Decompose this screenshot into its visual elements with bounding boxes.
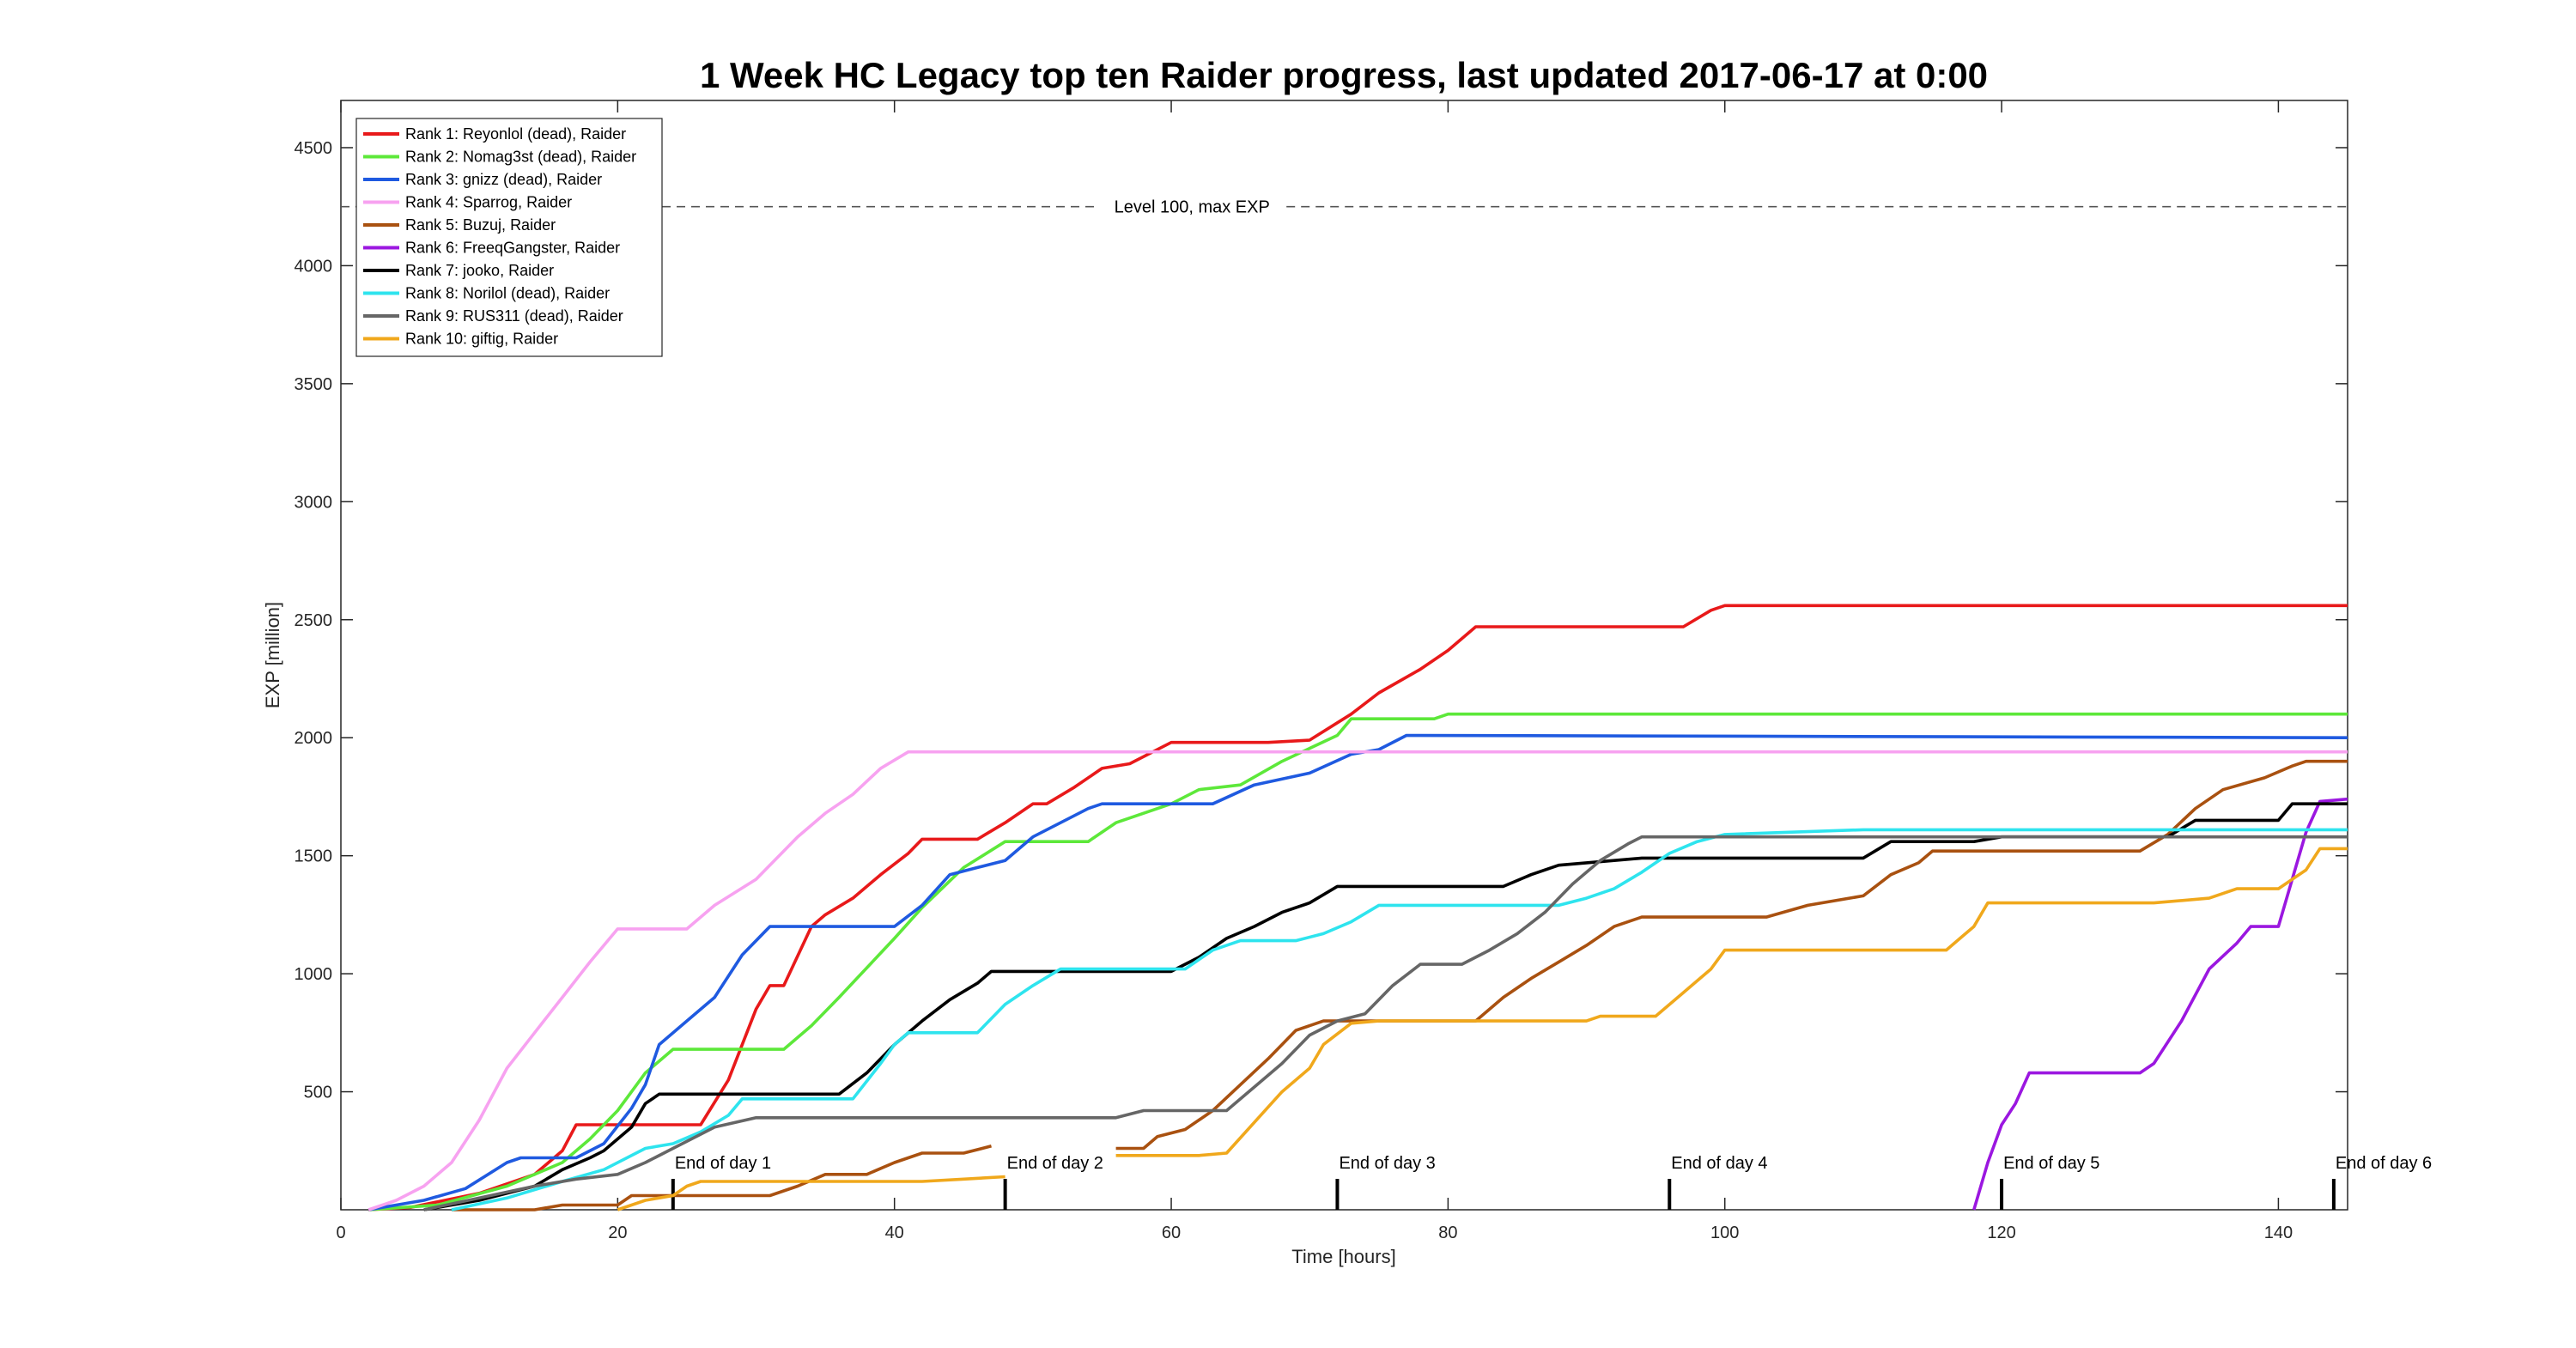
legend-entry: Rank 3: gnizz (dead), Raider (405, 171, 602, 188)
day-marker-label: End of day 2 (1007, 1154, 1103, 1173)
series-line (451, 759, 2348, 1211)
y-tick-label: 3000 (295, 493, 333, 512)
y-tick-label: 500 (304, 1084, 332, 1102)
series-lines (368, 604, 2348, 1211)
legend-entry: Rank 4: Sparrog, Raider (405, 194, 572, 211)
series-line (368, 733, 2348, 1211)
legend-box (355, 118, 663, 357)
legend-entry: Rank 5: Buzuj, Raider (405, 216, 556, 234)
axis-ticks: 0 20 40 60 80 100 120 140 500 1000 1500 2000 2500 300… (295, 100, 2348, 1242)
reference-lines: Level 100, max EXP End of day 1 End of day… (341, 198, 2432, 1210)
y-tick-label: 3500 (295, 375, 333, 394)
max-exp-label: Level 100, max EXP (1115, 198, 1270, 217)
chart-title: 1 Week HC Legacy top ten Raider progress… (700, 55, 1988, 95)
x-axis-label: Time [hours] (1291, 1246, 1395, 1267)
legend-entry: Rank 2: Nomag3st (dead), Raider (405, 149, 636, 166)
series-line (423, 835, 2348, 1211)
x-tick-label: 140 (2264, 1224, 2293, 1242)
plot-area (340, 100, 2348, 1211)
day-marker-label: End of day 3 (1339, 1154, 1435, 1173)
y-tick-label: 1500 (295, 847, 333, 866)
x-tick-label: 100 (1710, 1224, 1739, 1242)
legend: Rank 1: Reyonlol (dead), Raider Rank 2: N… (355, 118, 663, 357)
day-marker-label: End of day 1 (675, 1154, 771, 1173)
legend-entry: Rank 9: RUS311 (dead), Raider (405, 307, 623, 325)
y-tick-label: 4500 (295, 139, 333, 158)
day-marker-label: End of day 6 (2336, 1154, 2432, 1173)
series-line (1972, 797, 2348, 1211)
x-tick-label: 80 (1438, 1224, 1457, 1242)
y-tick-label: 2500 (295, 611, 333, 630)
y-axis-label: EXP [million] (262, 602, 283, 708)
day-marker-label: End of day 4 (1671, 1154, 1767, 1173)
day-marker-label: End of day 5 (2003, 1154, 2099, 1173)
series-line (617, 847, 2348, 1211)
x-tick-label: 120 (1987, 1224, 2015, 1242)
x-tick-label: 60 (1162, 1224, 1181, 1242)
y-tick-label: 4000 (295, 257, 333, 276)
legend-entry: Rank 6: FreeqGangster, Raider (405, 240, 620, 257)
series-line (423, 802, 2348, 1211)
legend-entry: Rank 7: jooko, Raider (405, 262, 554, 279)
x-tick-label: 20 (608, 1224, 627, 1242)
series-line (368, 712, 2348, 1211)
y-tick-label: 1000 (295, 965, 333, 984)
x-tick-label: 0 (336, 1224, 345, 1242)
legend-entry: Rank 1: Reyonlol (dead), Raider (405, 125, 626, 143)
series-line (451, 828, 2348, 1211)
legend-entry: Rank 8: Norilol (dead), Raider (405, 285, 610, 302)
x-tick-label: 40 (885, 1224, 904, 1242)
legend-entry: Rank 10: giftig, Raider (405, 331, 558, 348)
series-line (368, 750, 2348, 1211)
y-tick-label: 2000 (295, 729, 333, 748)
